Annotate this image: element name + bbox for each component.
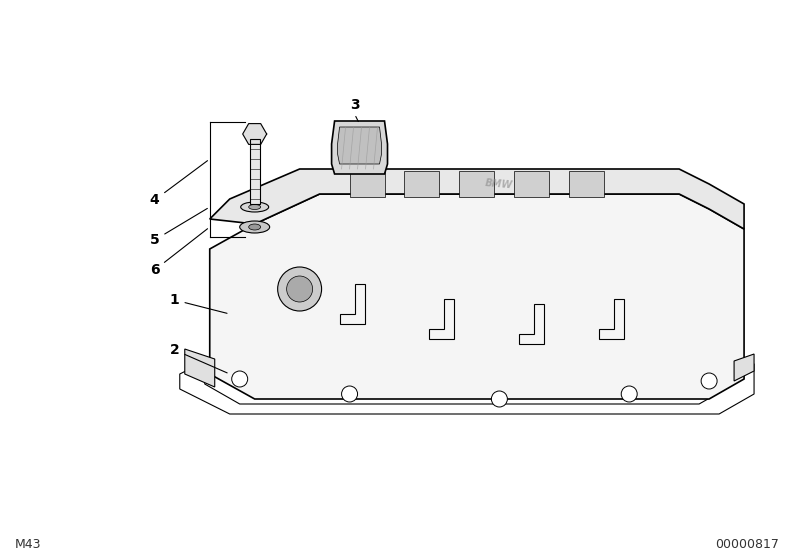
Text: M43: M43 [15, 538, 42, 551]
Polygon shape [350, 171, 384, 197]
Ellipse shape [248, 224, 260, 230]
Text: 00000817: 00000817 [715, 538, 779, 551]
Polygon shape [515, 171, 550, 197]
Polygon shape [404, 171, 439, 197]
Bar [249, 139, 260, 204]
Polygon shape [569, 171, 604, 197]
Circle shape [622, 386, 638, 402]
Circle shape [702, 373, 718, 389]
Polygon shape [734, 354, 754, 381]
Bar [249, 139, 260, 204]
Text: 3: 3 [350, 98, 360, 112]
Polygon shape [209, 194, 744, 399]
Circle shape [278, 267, 321, 311]
Circle shape [491, 391, 507, 407]
Polygon shape [185, 349, 215, 387]
Circle shape [287, 276, 312, 302]
Text: BMW: BMW [485, 178, 514, 190]
Text: 6: 6 [150, 229, 208, 277]
Text: 1: 1 [169, 293, 227, 313]
Polygon shape [209, 169, 744, 229]
Circle shape [342, 386, 358, 402]
Text: 4: 4 [150, 160, 208, 207]
Text: 5: 5 [150, 209, 208, 247]
Ellipse shape [248, 205, 260, 210]
Polygon shape [459, 171, 495, 197]
Polygon shape [243, 124, 267, 144]
Ellipse shape [240, 221, 269, 233]
Polygon shape [332, 121, 388, 174]
Polygon shape [337, 127, 382, 164]
Circle shape [232, 371, 248, 387]
Ellipse shape [240, 202, 268, 212]
Text: 2: 2 [169, 343, 227, 373]
